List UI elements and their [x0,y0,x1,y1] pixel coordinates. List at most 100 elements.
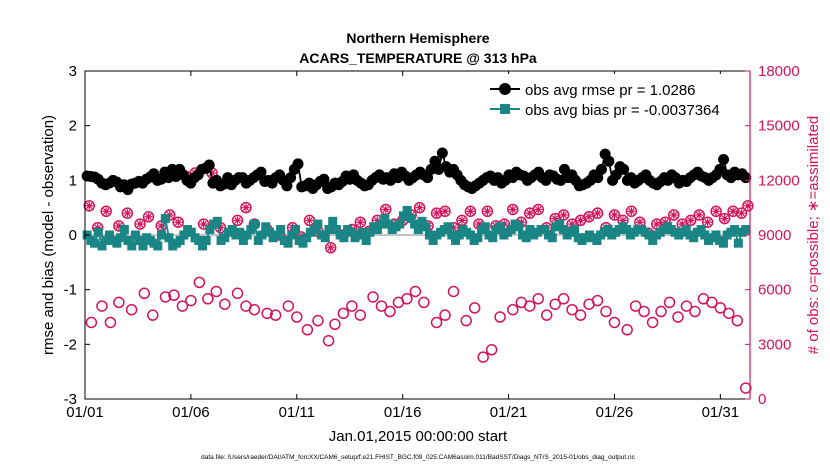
rmse-point [292,158,304,170]
obs-possible-point [680,300,693,312]
bias-point [402,205,412,215]
rmse-point [618,163,630,175]
legend-rmse-label: obs avg rmse pr = 1.0286 [525,82,696,99]
bias-point [547,233,557,243]
obs-possible-point [723,307,735,320]
obs-possible-point [85,316,98,329]
bias-point [473,233,483,243]
bias-point [238,235,248,245]
obs-assimilated-ring [718,212,731,225]
bias-point [160,214,170,224]
bias-point [514,222,524,232]
obs-possible-point [608,316,621,329]
bias-point [153,241,163,251]
x-tick-label: 01/16 [384,404,422,421]
obs-possible-point [176,300,189,312]
obs-assimilated-point [718,212,731,225]
obs-assimilated-ring [413,201,426,214]
bias-point [205,225,215,235]
bias-point [380,214,390,224]
y-left-tick-label: 1 [69,172,77,189]
bias-point [298,238,308,248]
obs-possible-point [638,305,650,318]
obs-assimilated-point [591,207,604,219]
obs-possible-point [261,307,273,320]
bias-point [495,222,505,232]
obs-assimilated-point [710,205,722,218]
bias-point [696,225,706,235]
rmse-point [603,155,615,167]
obs-possible-point [460,314,472,327]
bias-point [313,219,323,229]
obs-possible-point [113,296,125,309]
bias-point [700,230,710,240]
obs-assimilated-point [735,207,748,219]
obs-assimilated-point [481,205,494,218]
obs-assimilated-ring [142,211,155,223]
obs-assimilated-spoke [306,217,313,224]
bias-point [365,227,375,237]
obs-assimilated-spoke [416,204,423,211]
bias-point [648,235,658,245]
obs-possible-point [269,309,282,321]
legend-bias-label: obs avg bias pr = -0.0037364 [525,102,720,119]
obs-assimilated-point [142,211,155,223]
obs-assimilated-spoke [704,218,711,226]
obs-assimilated-spoke [433,209,440,217]
bias-point [443,222,453,232]
x-tick-label: 01/31 [702,404,740,421]
obs-assimilated-ring [727,205,739,218]
obs-possible-point [301,324,314,336]
obs-assimilated-ring [701,216,714,228]
obs-assimilated-spoke [577,217,584,224]
obs-possible-point [346,300,358,312]
bias-point [465,230,475,240]
bias-point [558,225,568,235]
obs-assimilated-ring [83,200,95,212]
obs-possible-point [714,302,727,314]
bias-point [622,225,632,235]
obs-assimilated-point [668,209,680,221]
obs-possible-point [322,334,335,347]
bias-point [398,211,408,221]
obs-assimilated-spoke [441,208,449,215]
obs-possible-point [138,287,151,300]
rmse-point [436,147,448,159]
obs-assimilated-spoke [721,215,728,222]
bias-point [116,233,126,243]
obs-possible-point [655,305,667,318]
bias-point [592,235,602,245]
bias-point [93,227,103,237]
obs-possible-point [159,291,172,303]
bias-point [689,233,699,243]
bias-point [186,227,196,237]
bias-point [127,241,137,251]
y-axis-label-right: # of obs: o=possible; ∗=assimilated [805,116,822,355]
bias-point [339,233,349,243]
bias-point [451,235,461,245]
obs-assimilated-spoke [551,215,559,222]
bias-point [287,230,297,240]
obs-assimilated-point [303,214,316,227]
axis-ticks: 01/01 01/06 01/11 01/16 01/21 01/26 01/31 -3 -2 -… [64,63,800,421]
bias-point [320,233,330,243]
obs-possible-point [646,316,659,329]
obs-possible-point [202,293,214,305]
obs-possible-point [731,314,744,327]
rmse-point [318,173,330,185]
bias-point [357,227,367,237]
bias-point [97,241,107,251]
obs-possible-point [329,318,341,331]
obs-assimilated-ring [439,205,451,218]
obs-possible-point [354,309,367,321]
obs-possible-point [210,285,223,298]
bias-point [261,222,271,232]
bias-point [291,225,301,235]
bias-point [246,225,256,235]
x-axis-label: Jan.01,2015 00:00:00 start [329,428,508,445]
bias-point [101,235,111,245]
rmse-point [285,172,297,184]
obs-possible-point [740,382,752,394]
obs-possible-point [574,309,587,321]
